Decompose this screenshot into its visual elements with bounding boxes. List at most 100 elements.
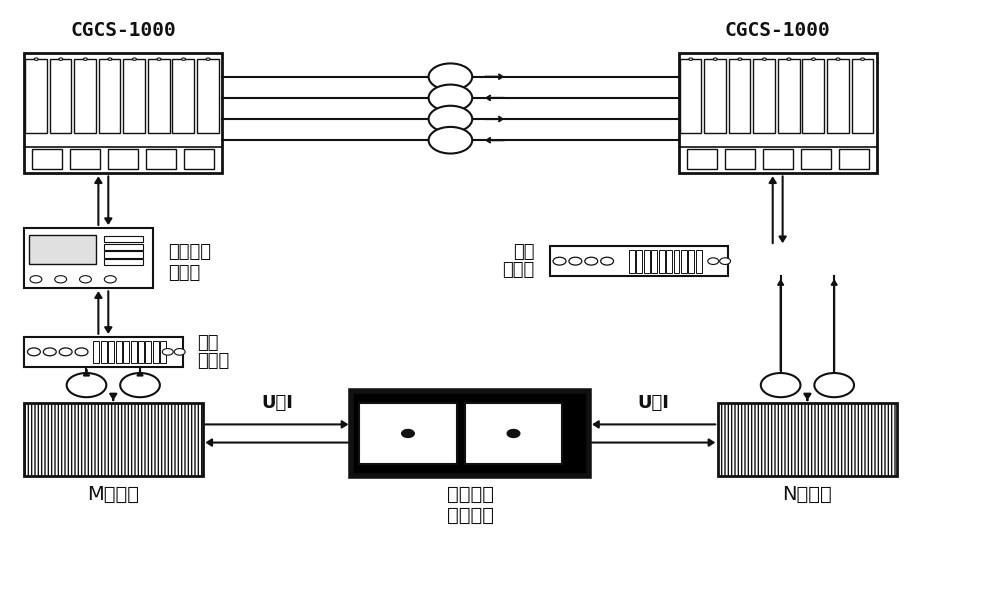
Bar (108, 150, 138, 169)
Bar (24, 337, 183, 367)
Bar (659, 250, 665, 273)
Bar (687, 150, 717, 169)
Bar (678, 53, 877, 173)
Circle shape (713, 58, 717, 60)
Bar (359, 403, 457, 464)
Text: 接口盒: 接口盒 (502, 261, 535, 279)
Circle shape (429, 127, 472, 153)
Bar (696, 250, 702, 273)
Bar (138, 341, 144, 364)
Bar (644, 250, 650, 273)
Bar (680, 59, 701, 133)
Circle shape (402, 430, 414, 437)
Circle shape (738, 58, 742, 60)
Bar (32, 150, 62, 169)
Bar (104, 259, 143, 265)
Bar (153, 341, 159, 364)
Circle shape (75, 348, 88, 356)
Circle shape (43, 348, 56, 356)
Text: 发生仪: 发生仪 (168, 264, 200, 282)
Circle shape (601, 257, 614, 265)
Bar (725, 150, 755, 169)
Bar (160, 341, 166, 364)
Text: M侧保护: M侧保护 (87, 485, 139, 504)
Text: 仿真系统: 仿真系统 (447, 506, 494, 525)
Circle shape (34, 58, 38, 60)
Circle shape (108, 58, 112, 60)
Bar (104, 236, 143, 242)
Bar (704, 59, 726, 133)
Bar (131, 341, 137, 364)
Bar (763, 150, 793, 169)
Circle shape (762, 58, 766, 60)
Bar (74, 59, 96, 133)
Circle shape (206, 58, 210, 60)
Bar (24, 228, 153, 288)
Circle shape (55, 276, 67, 283)
Bar (24, 53, 222, 173)
Bar (802, 59, 824, 133)
Bar (827, 59, 849, 133)
Circle shape (80, 276, 91, 283)
Circle shape (162, 349, 173, 355)
Text: 通信误码: 通信误码 (168, 243, 211, 261)
Text: 复用: 复用 (513, 243, 535, 261)
Circle shape (569, 257, 582, 265)
Bar (465, 403, 562, 464)
Circle shape (720, 258, 731, 264)
Bar (50, 59, 71, 133)
Text: U、I: U、I (261, 394, 293, 413)
Bar (629, 250, 635, 273)
Text: 实时数字: 实时数字 (447, 485, 494, 504)
Bar (801, 150, 831, 169)
Bar (93, 341, 99, 364)
Bar (24, 403, 203, 476)
Bar (197, 59, 219, 133)
Bar (148, 59, 170, 133)
Bar (145, 341, 151, 364)
Bar (123, 341, 129, 364)
Bar (681, 250, 687, 273)
Circle shape (585, 257, 598, 265)
Circle shape (59, 348, 72, 356)
Bar (108, 341, 114, 364)
Bar (753, 59, 775, 133)
Bar (550, 246, 728, 276)
Circle shape (429, 85, 472, 111)
Bar (184, 150, 214, 169)
Bar (101, 341, 107, 364)
Circle shape (553, 257, 566, 265)
Bar (718, 403, 897, 476)
Circle shape (157, 58, 161, 60)
Bar (70, 150, 100, 169)
Bar (123, 59, 145, 133)
Circle shape (27, 348, 40, 356)
Text: N侧保护: N侧保护 (783, 485, 832, 504)
Circle shape (30, 276, 42, 283)
Bar (99, 59, 120, 133)
Bar (729, 59, 750, 133)
Text: U、I: U、I (638, 394, 670, 413)
Bar (172, 59, 194, 133)
Text: 复用: 复用 (198, 334, 219, 352)
Circle shape (59, 58, 63, 60)
Circle shape (689, 58, 693, 60)
Circle shape (83, 58, 87, 60)
Bar (351, 391, 589, 476)
Circle shape (67, 373, 106, 397)
Circle shape (812, 58, 815, 60)
Circle shape (104, 276, 116, 283)
Circle shape (174, 349, 185, 355)
Circle shape (182, 58, 185, 60)
Bar (666, 250, 672, 273)
Bar (104, 251, 143, 257)
Bar (651, 250, 657, 273)
Bar (674, 250, 679, 273)
Bar (778, 59, 800, 133)
Circle shape (508, 430, 519, 437)
Circle shape (814, 373, 854, 397)
Circle shape (132, 58, 136, 60)
Text: CGCS-1000: CGCS-1000 (70, 21, 176, 40)
Bar (104, 243, 143, 249)
Text: CGCS-1000: CGCS-1000 (725, 21, 831, 40)
